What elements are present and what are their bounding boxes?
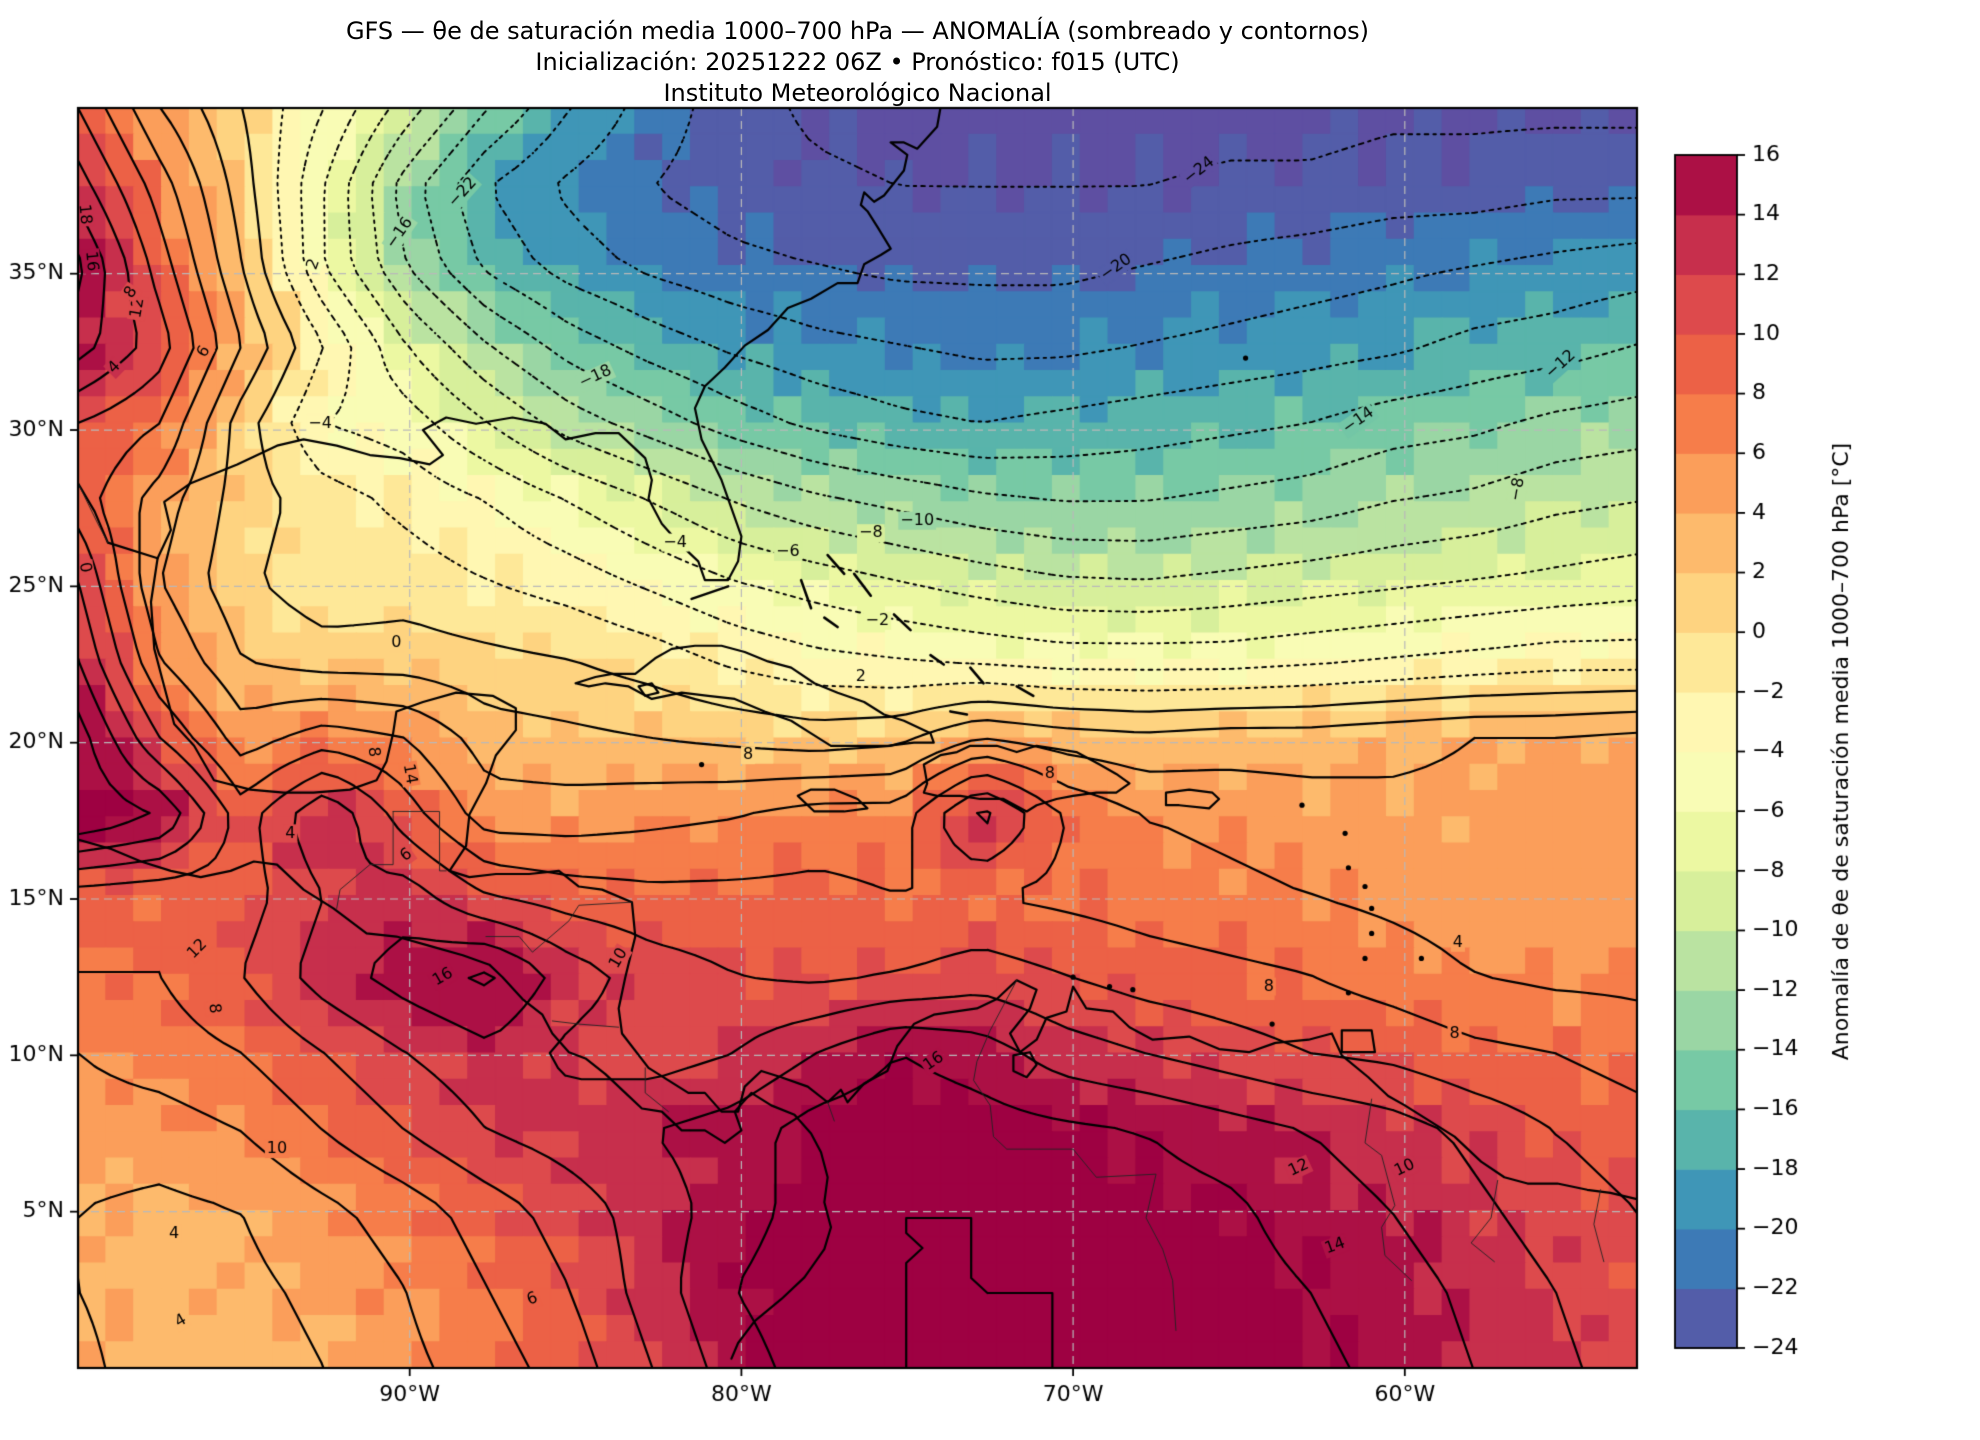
title-block: GFS — θe de saturación media 1000–700 hP… xyxy=(78,16,1637,108)
chart-institution: Instituto Meteorológico Nacional xyxy=(663,79,1052,107)
chart-title: GFS — θe de saturación media 1000–700 hP… xyxy=(345,17,1370,45)
chart-subtitle-init-forecast: Inicialización: 20251222 06Z • Pronóstic… xyxy=(535,48,1180,76)
